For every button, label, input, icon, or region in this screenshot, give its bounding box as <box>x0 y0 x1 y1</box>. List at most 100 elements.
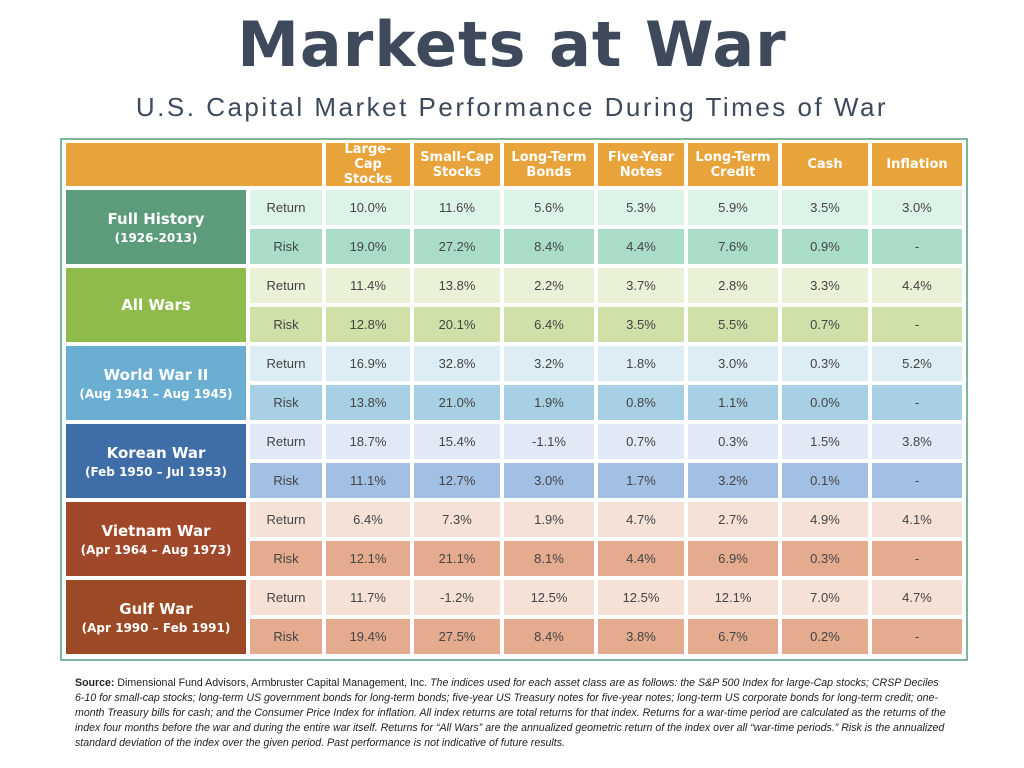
group-label: Full History (1926-2013) <box>66 190 246 264</box>
value-cell: 4.7% <box>872 580 962 615</box>
value-cell: 2.8% <box>688 268 778 303</box>
group-label: All Wars <box>66 268 246 342</box>
value-cell: 12.1% <box>688 580 778 615</box>
value-cell: 6.7% <box>688 618 778 654</box>
column-header: Long-Term Credit <box>688 143 778 186</box>
value-cell: 8.4% <box>504 618 594 654</box>
value-cell: 3.7% <box>598 268 684 303</box>
group-name: All Wars <box>121 296 191 314</box>
value-cell: 4.7% <box>598 502 684 537</box>
value-cell: - <box>872 306 962 342</box>
value-cell: 6.4% <box>504 306 594 342</box>
title: Markets at War <box>237 8 787 81</box>
value-cell: 1.1% <box>688 384 778 420</box>
group-period: (Apr 1964 – Aug 1973) <box>80 542 232 557</box>
value-cell: -1.2% <box>414 580 500 615</box>
row-label: Return <box>250 424 322 459</box>
subtitle: U.S. Capital Market Performance During T… <box>135 92 889 122</box>
value-cell: 4.4% <box>598 540 684 576</box>
value-cell: 10.0% <box>326 190 410 225</box>
row-label: Return <box>250 268 322 303</box>
source-note: Source: Dimensional Fund Advisors, Armbr… <box>75 676 950 751</box>
value-cell: 12.5% <box>598 580 684 615</box>
value-cell: 11.1% <box>326 462 410 498</box>
value-cell: 8.4% <box>504 228 594 264</box>
value-cell: 11.7% <box>326 580 410 615</box>
value-cell: 11.6% <box>414 190 500 225</box>
value-cell: 12.7% <box>414 462 500 498</box>
column-header: Inflation <box>872 143 962 186</box>
group-label: World War II (Aug 1941 – Aug 1945) <box>66 346 246 420</box>
value-cell: 13.8% <box>326 384 410 420</box>
value-cell: - <box>872 228 962 264</box>
value-cell: 16.9% <box>326 346 410 381</box>
value-cell: 7.0% <box>782 580 868 615</box>
value-cell: 21.0% <box>414 384 500 420</box>
value-cell: 27.5% <box>414 618 500 654</box>
value-cell: 3.5% <box>598 306 684 342</box>
value-cell: 0.9% <box>782 228 868 264</box>
group-name: World War II <box>103 365 209 384</box>
value-cell: 3.8% <box>872 424 962 459</box>
value-cell: 20.1% <box>414 306 500 342</box>
value-cell: 8.1% <box>504 540 594 576</box>
group-label: Korean War (Feb 1950 – Jul 1953) <box>66 424 246 498</box>
group-name: Vietnam War <box>101 521 211 540</box>
value-cell: 32.8% <box>414 346 500 381</box>
group-name: Full History <box>107 209 205 228</box>
row-label: Risk <box>250 384 322 420</box>
value-cell: 19.4% <box>326 618 410 654</box>
value-cell: - <box>872 540 962 576</box>
row-label: Return <box>250 190 322 225</box>
row-label: Risk <box>250 462 322 498</box>
group-period: (Apr 1990 – Feb 1991) <box>81 620 231 635</box>
group-period: (Aug 1941 – Aug 1945) <box>79 386 233 401</box>
value-cell: 2.2% <box>504 268 594 303</box>
group-name: Korean War <box>106 443 206 462</box>
value-cell: 3.3% <box>782 268 868 303</box>
value-cell: 2.7% <box>688 502 778 537</box>
value-cell: 19.0% <box>326 228 410 264</box>
column-header: Small-Cap Stocks <box>414 143 500 186</box>
value-cell: 0.2% <box>782 618 868 654</box>
value-cell: 5.2% <box>872 346 962 381</box>
value-cell: 0.3% <box>782 540 868 576</box>
value-cell: - <box>872 384 962 420</box>
group-label: Vietnam War (Apr 1964 – Aug 1973) <box>66 502 246 576</box>
value-cell: 12.1% <box>326 540 410 576</box>
column-header: Cash <box>782 143 868 186</box>
value-cell: 27.2% <box>414 228 500 264</box>
source-notes: The indices used for each asset class ar… <box>75 677 946 749</box>
value-cell: 7.6% <box>688 228 778 264</box>
value-cell: 0.1% <box>782 462 868 498</box>
row-label: Return <box>250 502 322 537</box>
value-cell: -1.1% <box>504 424 594 459</box>
source-label: Source: <box>75 677 115 689</box>
row-label: Risk <box>250 228 322 264</box>
header-blank <box>66 143 322 186</box>
value-cell: 0.8% <box>598 384 684 420</box>
value-cell: 6.9% <box>688 540 778 576</box>
column-header: Long-Term Bonds <box>504 143 594 186</box>
row-label: Return <box>250 580 322 615</box>
group-period: (1926-2013) <box>114 230 198 245</box>
value-cell: 3.2% <box>504 346 594 381</box>
value-cell: 5.3% <box>598 190 684 225</box>
value-cell: 15.4% <box>414 424 500 459</box>
value-cell: 7.3% <box>414 502 500 537</box>
value-cell: 3.0% <box>504 462 594 498</box>
value-cell: 0.0% <box>782 384 868 420</box>
value-cell: 3.2% <box>688 462 778 498</box>
value-cell: 6.4% <box>326 502 410 537</box>
value-cell: 4.9% <box>782 502 868 537</box>
column-header: Five-Year Notes <box>598 143 684 186</box>
value-cell: 1.5% <box>782 424 868 459</box>
value-cell: 1.7% <box>598 462 684 498</box>
value-cell: 3.0% <box>872 190 962 225</box>
column-header: Large-Cap Stocks <box>326 142 410 187</box>
value-cell: 3.5% <box>782 190 868 225</box>
value-cell: 5.9% <box>688 190 778 225</box>
value-cell: 5.5% <box>688 306 778 342</box>
value-cell: 1.9% <box>504 502 594 537</box>
